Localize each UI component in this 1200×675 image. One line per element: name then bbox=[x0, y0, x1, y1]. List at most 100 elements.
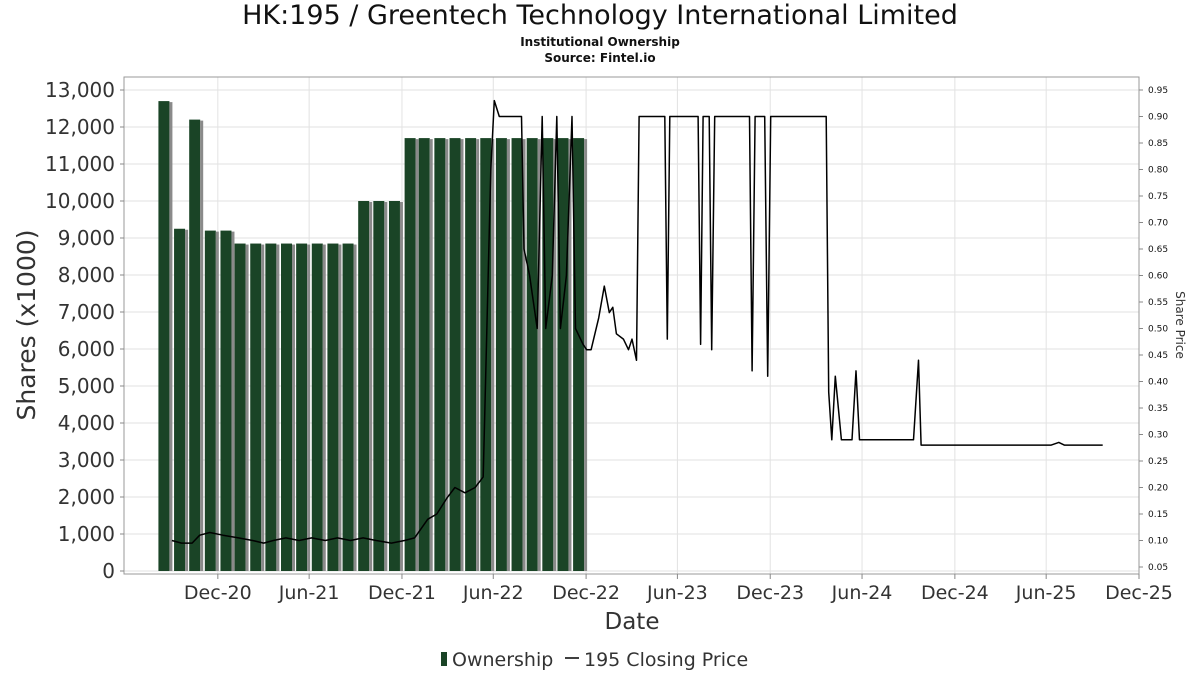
legend-ownership-label: Ownership bbox=[452, 649, 553, 671]
y2-axis-title: Share Price bbox=[1173, 291, 1187, 359]
y-tick-label: 7,000 bbox=[58, 300, 115, 324]
ownership-bar-side bbox=[215, 231, 219, 571]
y2-tick-label: 0.25 bbox=[1148, 457, 1168, 467]
left-axis: 0 1,000 2,000 3,000 4,000 5,000 6,000 7,000 8,00… bbox=[45, 78, 124, 583]
ownership-bar-side bbox=[261, 244, 265, 572]
ownership-bar bbox=[281, 243, 293, 572]
ownership-bar-side bbox=[506, 139, 510, 571]
y-tick-label: 9,000 bbox=[58, 226, 115, 250]
ownership-bar-side bbox=[584, 139, 588, 571]
ownership-bar-side bbox=[399, 202, 403, 571]
y2-tick-label: 0.85 bbox=[1148, 139, 1168, 149]
ownership-bar-side bbox=[185, 229, 189, 571]
ownership-bar-side bbox=[553, 139, 557, 571]
y-tick-label: 10,000 bbox=[45, 189, 115, 213]
ownership-bar bbox=[449, 138, 461, 571]
y-tick-label: 6,000 bbox=[58, 337, 115, 361]
ownership-bar-side bbox=[369, 202, 373, 571]
ownership-bar-side bbox=[353, 244, 357, 572]
ownership-bar-side bbox=[384, 202, 388, 571]
x-tick-label: Dec-25 bbox=[1105, 582, 1173, 604]
y2-tick-label: 0.10 bbox=[1148, 537, 1168, 547]
ownership-bar bbox=[250, 243, 262, 572]
ownership-bar bbox=[373, 201, 385, 571]
x-tick-label: Dec-22 bbox=[552, 582, 620, 604]
x-tick-label: Dec-21 bbox=[368, 582, 436, 604]
ownership-bar bbox=[265, 243, 277, 572]
ownership-bar-side bbox=[200, 120, 204, 571]
ownership-bar-side bbox=[231, 231, 235, 571]
ownership-bar-side bbox=[307, 244, 311, 572]
plot-frame bbox=[123, 76, 1140, 575]
ownership-bar-side bbox=[476, 139, 480, 571]
price-line-path bbox=[171, 99, 1103, 544]
y2-tick-label: 0.20 bbox=[1148, 484, 1168, 494]
ownership-bar bbox=[296, 243, 308, 572]
chart-title: HK:195 / Greentech Technology Internatio… bbox=[242, 0, 958, 31]
y-tick-label: 3,000 bbox=[58, 448, 115, 472]
x-tick-label: Jun-22 bbox=[462, 582, 524, 604]
ownership-bar bbox=[388, 201, 400, 571]
ownership-bar bbox=[465, 138, 477, 571]
right-axis: 0.05 0.10 0.15 0.20 0.25 0.30 0.35 0.40 0.45 0.50… bbox=[1139, 86, 1168, 573]
y-tick-label: 4,000 bbox=[58, 411, 115, 435]
y2-tick-label: 0.70 bbox=[1148, 219, 1168, 229]
ownership-bar-side bbox=[429, 139, 433, 571]
y2-tick-label: 0.65 bbox=[1148, 245, 1168, 255]
x-tick-label: Jun-25 bbox=[1015, 582, 1077, 604]
y2-tick-label: 0.30 bbox=[1148, 431, 1168, 441]
y-tick-label: 0 bbox=[102, 559, 115, 583]
price-line bbox=[171, 99, 1103, 544]
y2-tick-label: 0.40 bbox=[1148, 378, 1168, 388]
ownership-bar-side bbox=[169, 102, 173, 571]
ownership-bar-side bbox=[460, 139, 464, 571]
y2-tick-label: 0.45 bbox=[1148, 351, 1168, 361]
ownership-bar bbox=[204, 230, 216, 571]
x-tick-label: Jun-24 bbox=[831, 582, 893, 604]
ownership-bar-side bbox=[537, 139, 541, 571]
ownership-bar bbox=[311, 243, 323, 572]
ownership-bar bbox=[174, 228, 186, 571]
y2-tick-label: 0.05 bbox=[1148, 563, 1168, 573]
ownership-bar-side bbox=[445, 139, 449, 571]
ownership-bar-side bbox=[568, 139, 572, 571]
y-tick-label: 1,000 bbox=[58, 522, 115, 546]
ownership-bar bbox=[526, 138, 538, 571]
ownership-bar bbox=[495, 138, 507, 571]
ownership-bar bbox=[358, 201, 370, 571]
ownership-bar-side bbox=[491, 139, 495, 571]
x-tick-label: Jun-23 bbox=[646, 582, 708, 604]
ownership-bar-side bbox=[292, 244, 296, 572]
ownership-bar bbox=[557, 138, 569, 571]
ownership-bar bbox=[418, 138, 430, 571]
ownership-bar bbox=[327, 243, 339, 572]
ownership-bar-side bbox=[322, 244, 326, 572]
y2-tick-label: 0.95 bbox=[1148, 86, 1168, 96]
y2-tick-label: 0.35 bbox=[1148, 404, 1168, 414]
x-tick-label: Dec-23 bbox=[736, 582, 804, 604]
legend-price-label: 195 Closing Price bbox=[584, 649, 748, 671]
y-tick-label: 2,000 bbox=[58, 485, 115, 509]
chart-subtitle: Institutional Ownership bbox=[520, 35, 680, 49]
ownership-bar-side bbox=[245, 244, 249, 572]
x-tick-label: Jun-21 bbox=[278, 582, 340, 604]
ownership-bar bbox=[511, 138, 523, 571]
y-tick-label: 12,000 bbox=[45, 115, 115, 139]
y-tick-label: 8,000 bbox=[58, 263, 115, 287]
ownership-bar-side bbox=[415, 139, 419, 571]
y2-tick-label: 0.90 bbox=[1148, 113, 1168, 123]
y2-tick-label: 0.55 bbox=[1148, 298, 1168, 308]
y-axis-title: Shares (x1000) bbox=[12, 229, 41, 420]
legend: Ownership 195 Closing Price bbox=[441, 649, 748, 671]
ownership-bar bbox=[404, 138, 416, 571]
ownership-bar bbox=[189, 119, 201, 571]
y2-tick-label: 0.75 bbox=[1148, 192, 1168, 202]
x-tick-label: Dec-24 bbox=[921, 582, 989, 604]
y2-tick-label: 0.60 bbox=[1148, 272, 1168, 282]
y2-tick-label: 0.15 bbox=[1148, 510, 1168, 520]
y-tick-label: 5,000 bbox=[58, 374, 115, 398]
chart-source: Source: Fintel.io bbox=[544, 51, 656, 65]
ownership-bar bbox=[542, 138, 554, 571]
y-tick-label: 13,000 bbox=[45, 78, 115, 102]
